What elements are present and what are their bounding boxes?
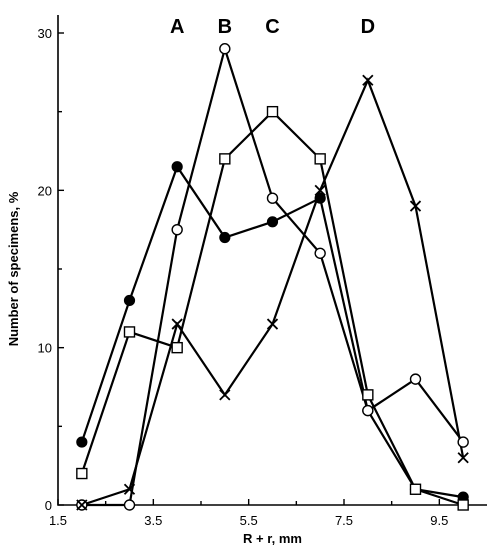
data-point-open-square — [314, 153, 326, 165]
data-point-open-square — [76, 467, 88, 480]
data-point-open-circle — [457, 436, 469, 448]
x-tick-label: 9.5 — [430, 513, 448, 528]
annotation-A: A — [170, 16, 184, 38]
data-point-filled-circle — [171, 161, 183, 173]
axis-lines — [57, 15, 487, 506]
data-point-open-circle — [362, 404, 374, 417]
y-tick-label: 30 — [38, 26, 52, 41]
data-point-cross — [219, 389, 231, 401]
annotation-D: D — [361, 16, 375, 38]
annotation-B: B — [218, 16, 232, 38]
data-point-cross — [409, 200, 422, 212]
data-point-open-circle — [266, 192, 279, 204]
data-point-open-circle — [409, 373, 422, 385]
data-point-cross — [76, 499, 88, 511]
data-point-open-circle — [219, 43, 231, 55]
x-tick-label: 1.5 — [49, 513, 67, 528]
y-tick-label: 10 — [38, 341, 52, 356]
tick-marks — [57, 32, 441, 506]
data-point-cross — [266, 318, 279, 330]
data-point-filled-circle — [219, 231, 231, 244]
x-tick-label: 7.5 — [335, 513, 353, 528]
tick-labels: 0 10 20 30 1.5 3.5 5.5 7.5 9.5 — [38, 26, 449, 528]
data-point-open-square — [409, 483, 422, 495]
data-point-open-circle — [171, 223, 183, 236]
data-point-cross — [314, 184, 326, 196]
x-tick-label: 3.5 — [144, 513, 162, 528]
annotation-C: C — [265, 16, 279, 38]
annotations: A B C D — [170, 16, 375, 38]
series-line-cross — [81, 77, 465, 507]
series-markers — [76, 43, 469, 511]
y-tick-label: 0 — [45, 498, 52, 513]
data-point-filled-circle — [76, 436, 88, 448]
data-point-open-square — [171, 341, 183, 354]
data-point-open-circle — [123, 499, 136, 511]
data-point-cross — [457, 452, 469, 464]
x-axis-title: R + r, mm — [243, 531, 302, 546]
data-point-filled-circle — [314, 192, 326, 204]
data-point-open-square — [123, 326, 136, 338]
data-point-cross — [362, 74, 374, 86]
data-point-open-square — [219, 153, 231, 165]
data-point-open-square — [362, 389, 374, 401]
data-point-open-square — [457, 499, 469, 511]
y-tick-label: 20 — [38, 183, 52, 198]
data-point-filled-circle — [266, 216, 279, 228]
data-point-cross — [171, 318, 183, 330]
data-point-cross — [123, 483, 136, 495]
x-tick-label: 5.5 — [240, 513, 258, 528]
data-point-filled-circle — [123, 294, 136, 307]
data-point-open-square — [266, 105, 279, 118]
y-axis-title: Number of specimens, % — [6, 191, 21, 346]
axes — [57, 15, 487, 506]
data-point-open-circle — [314, 247, 326, 259]
